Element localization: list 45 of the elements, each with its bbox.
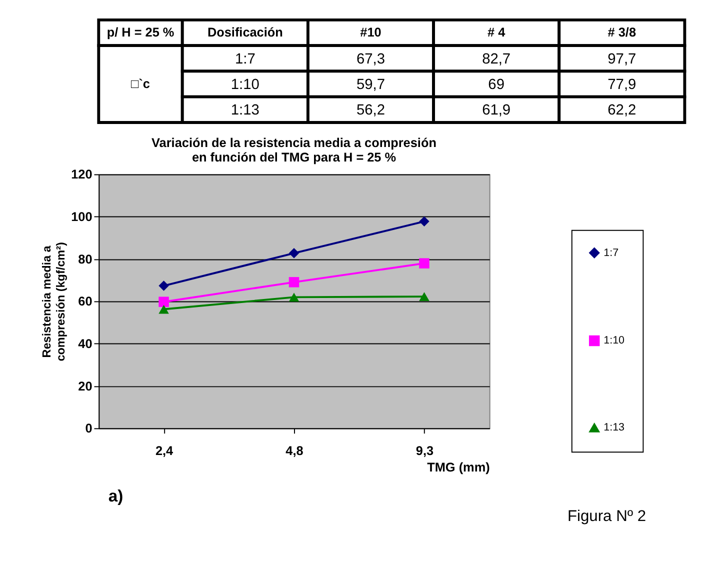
text: 77,9 [608,76,636,93]
text: 1:7 [234,51,256,68]
text: a) [108,486,124,506]
point [158,280,169,291]
y-tick-label: 40 [78,336,92,351]
text: # 4 [488,26,506,40]
x-tick-label: 4,8 [286,444,304,458]
x-axis-title: TMG (mm) [427,460,490,475]
text: 1:10 [230,76,260,93]
text: # 3/8 [608,26,636,40]
legend-label: 1:10 [604,334,625,347]
point [158,296,169,307]
point [158,304,169,314]
text: p/ H = 25 % [106,26,174,40]
text: 67,3 [356,51,385,68]
y-axis-title: Resistencia media a compresión (kgf/cm²) [40,242,68,362]
y-tick-label: 100 [71,210,92,224]
text: 97,7 [608,51,636,68]
y-tick-label: 80 [78,252,92,266]
text: Figura Nº 2 [567,508,646,525]
text: 56,2 [356,102,385,119]
text: 62,2 [608,102,636,119]
x-tick-label: 2,4 [155,444,174,458]
point [288,292,300,302]
point [419,216,430,227]
text: 82,7 [482,51,511,68]
point [288,277,300,288]
text: 69 [488,76,504,93]
text: 1:13 [230,102,260,119]
text: 61,9 [482,102,511,119]
x-tick-label: 9,3 [416,444,434,458]
y-tick-label: 60 [78,294,92,309]
point [419,292,430,301]
text: 59,7 [356,76,385,93]
y-tick-label: 120 [71,168,92,182]
text: Dosificación [207,26,283,40]
y-tick-label: 20 [78,379,92,394]
point [419,258,430,268]
chart-title: Variación de la resistencia media a compresión en función del TMG para H = 25 % [152,136,436,165]
point [288,248,300,258]
text: □`c [131,76,150,91]
legend-label: 1:7 [604,246,619,259]
text: #10 [360,26,382,40]
legend-label: 1:13 [604,422,625,434]
y-tick-label: 0 [85,422,92,436]
